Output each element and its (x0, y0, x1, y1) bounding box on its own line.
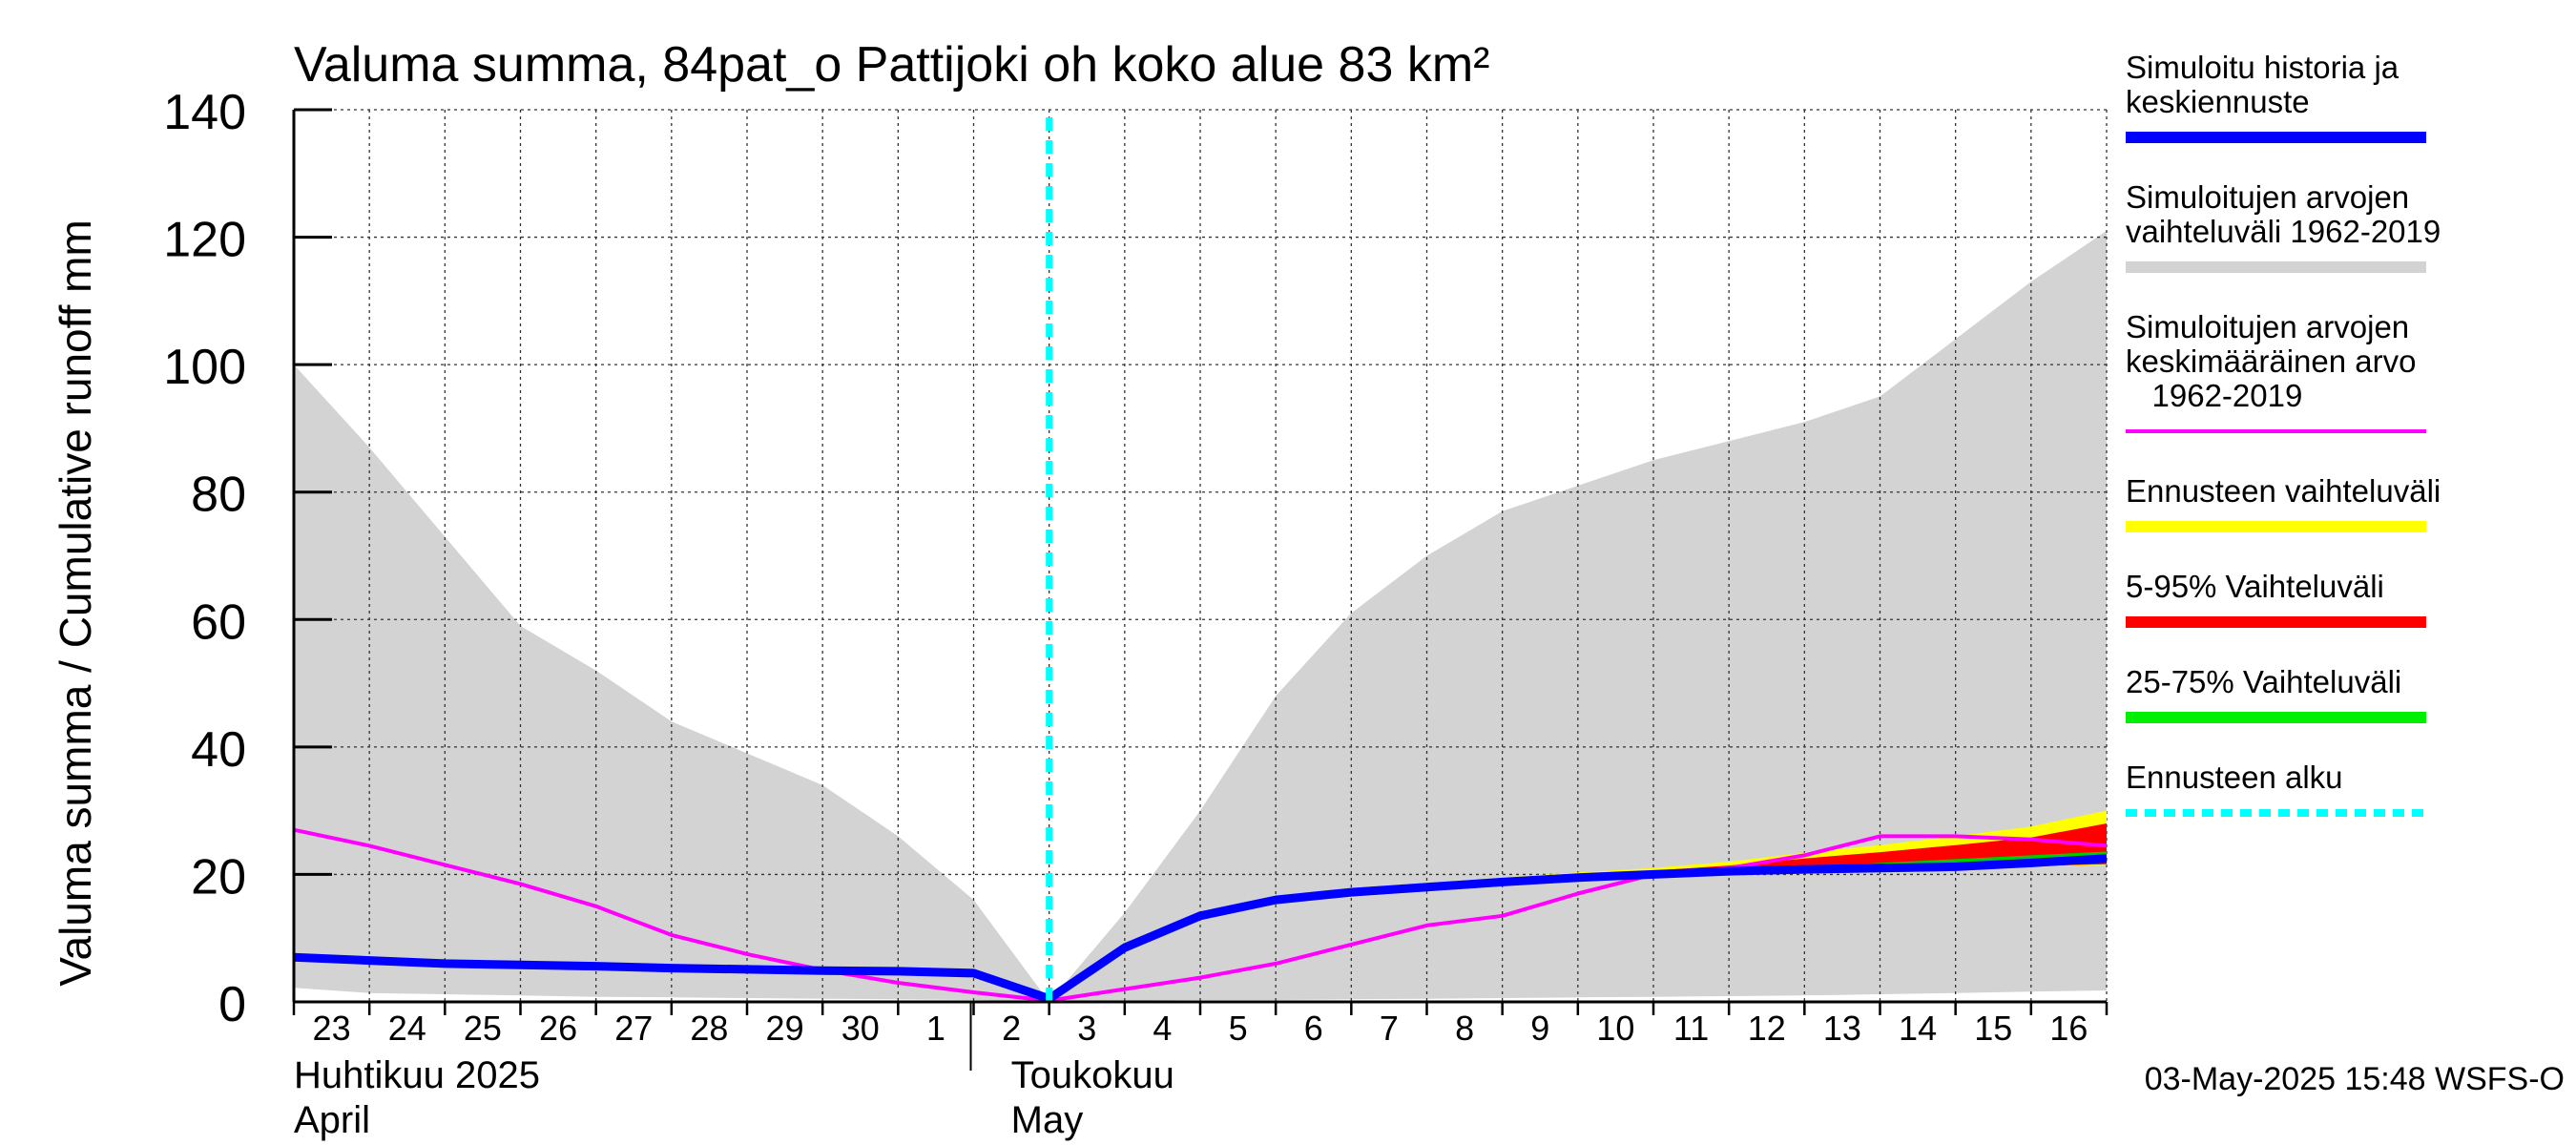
y-axis-label: Valuma summa / Cumulative runoff mm (51, 219, 100, 987)
month-label-en: April (294, 1099, 370, 1141)
month-label-en: May (1011, 1099, 1084, 1141)
x-tick-label: 9 (1530, 1009, 1549, 1048)
simulated-runoff-line (293, 854, 2108, 1004)
x-tick-label: 28 (690, 1009, 728, 1048)
x-tick-label: 14 (1899, 1009, 1937, 1048)
x-tick-label: 4 (1153, 1009, 1172, 1048)
y-tick-label: 60 (191, 594, 246, 650)
y-tick-label: 120 (163, 213, 246, 268)
y-tick-label: 80 (191, 468, 246, 523)
legend-forecast-range: Ennusteen vaihteluväli (2126, 473, 2441, 532)
x-tick-label: 24 (388, 1009, 426, 1048)
legend-label: vaihteluväli 1962-2019 (2126, 214, 2441, 249)
x-tick-label: 25 (464, 1009, 502, 1048)
legend-label: 1962-2019 (2126, 378, 2302, 413)
legend-label: Simuloitujen arvojen (2126, 179, 2409, 215)
month-label-fi: Huhtikuu 2025 (294, 1054, 540, 1096)
month-label-fi: Toukokuu (1011, 1054, 1174, 1096)
x-tick-label: 7 (1380, 1009, 1399, 1048)
x-tick-label: 23 (313, 1009, 351, 1048)
x-tick-label: 11 (1673, 1009, 1709, 1048)
legend-label: 25-75% Vaihteluväli (2126, 664, 2401, 699)
x-tick-label: 1 (926, 1009, 945, 1048)
legend-label: Simuloitujen arvojen (2126, 309, 2409, 344)
legend-forecast-start: Ennusteen alku (2126, 760, 2426, 817)
y-tick-label: 0 (218, 977, 246, 1032)
y-tick-label: 40 (191, 722, 246, 778)
x-tick-label: 27 (614, 1009, 653, 1048)
legend: Simuloitu historia jakeskiennusteSimuloi… (2126, 50, 2441, 817)
legend-label: Simuloitu historia ja (2126, 50, 2399, 85)
legend-5-95: 5-95% Vaihteluväli (2126, 569, 2426, 628)
x-tick-label: 12 (1748, 1009, 1786, 1048)
y-tick-label: 100 (163, 340, 246, 395)
legend-label: Ennusteen alku (2126, 760, 2343, 795)
historical-range-band (294, 230, 2107, 1002)
x-tick-label: 29 (766, 1009, 804, 1048)
mean-runoff-line (293, 827, 2108, 1003)
y-tick-label: 140 (163, 85, 246, 140)
x-tick-label: 16 (2049, 1009, 2088, 1048)
legend-label: Ennusteen vaihteluväli (2126, 473, 2441, 509)
x-tick-label: 5 (1229, 1009, 1248, 1048)
x-tick-label: 26 (539, 1009, 577, 1048)
chart-title: Valuma summa, 84pat_o Pattijoki oh koko … (294, 37, 1489, 93)
timestamp-label: 03-May-2025 15:48 WSFS-O (2145, 1061, 2565, 1097)
x-tick-label: 10 (1596, 1009, 1634, 1048)
legend-label: 5-95% Vaihteluväli (2126, 569, 2384, 604)
x-tick-label: 15 (1974, 1009, 2012, 1048)
x-tick-label: 8 (1455, 1009, 1474, 1048)
legend-25-75: 25-75% Vaihteluväli (2126, 664, 2426, 723)
x-tick-label: 13 (1823, 1009, 1861, 1048)
legend-label: keskiennuste (2126, 84, 2310, 119)
x-tick-label: 6 (1304, 1009, 1323, 1048)
x-tick-label: 2 (1002, 1009, 1021, 1048)
y-tick-label: 20 (191, 849, 246, 905)
legend-label: keskimääräinen arvo (2126, 344, 2416, 379)
x-tick-label: 30 (841, 1009, 880, 1048)
x-tick-label: 3 (1077, 1009, 1096, 1048)
